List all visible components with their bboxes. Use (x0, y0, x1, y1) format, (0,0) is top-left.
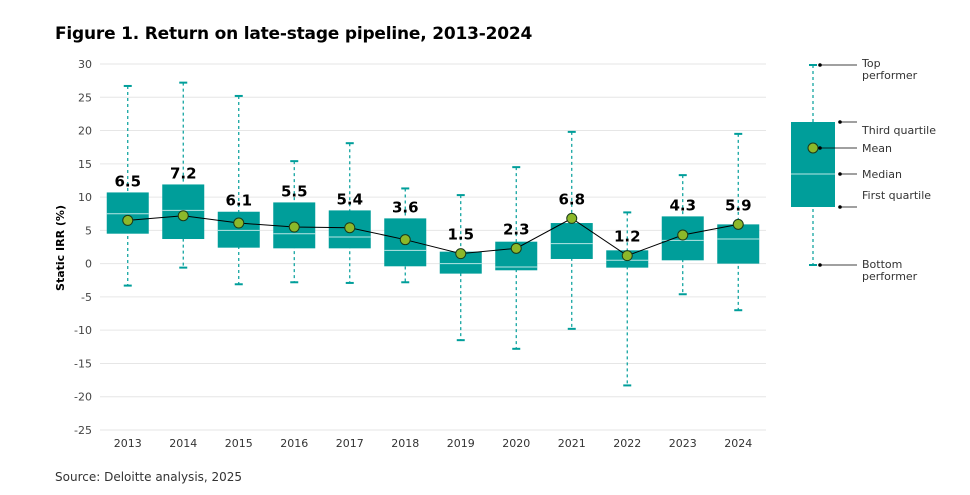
legend-label-line: performer (862, 69, 918, 82)
legend-label-line: Top (861, 57, 881, 70)
x-tick-label: 2013 (114, 437, 142, 450)
x-tick-label: 2023 (669, 437, 697, 450)
y-tick-label: -25 (74, 424, 92, 437)
quartile-box (217, 211, 260, 248)
mean-data-label: 6.5 (114, 172, 141, 190)
x-tick-label: 2021 (558, 437, 586, 450)
y-tick-label: 10 (78, 191, 92, 204)
mean-data-label: 5.4 (336, 190, 363, 208)
mean-point (455, 248, 467, 260)
chart-title: Figure 1. Return on late-stage pipeline,… (55, 24, 533, 44)
y-axis-label: Static IRR (%) (54, 205, 67, 291)
x-tick-label: 2015 (225, 437, 253, 450)
mean-point (677, 229, 689, 241)
x-tick-label: 2020 (502, 437, 530, 450)
legend-label: Bottom performer (862, 258, 918, 283)
quartile-box (550, 223, 593, 259)
y-tick-label: -15 (74, 357, 92, 370)
gridlines (100, 63, 766, 431)
mean-data-label: 3.6 (392, 198, 419, 216)
x-tick-label: 2024 (724, 437, 752, 450)
mean-point (344, 222, 356, 234)
y-tick-label: 0 (85, 258, 92, 271)
legend-mean-point (807, 142, 819, 154)
y-tick-label: 15 (78, 158, 92, 171)
y-tick-label: -5 (81, 291, 92, 304)
quartile-box (439, 251, 482, 274)
mean-point (566, 212, 578, 224)
y-tick-label: -20 (74, 391, 92, 404)
mean-data-label: 5.5 (281, 182, 308, 200)
mean-line (127, 215, 739, 257)
legend-label-line: performer (862, 270, 918, 283)
y-tick-label: 5 (85, 224, 92, 237)
mean-point (177, 210, 189, 222)
y-tick-label: -10 (74, 324, 92, 337)
x-tick-label: 2016 (280, 437, 308, 450)
mean-data-label: 2.3 (503, 220, 530, 238)
mean-point (621, 250, 633, 262)
x-axis-ticks: 2013 2014 2015 2016 2017 2018 2019 2020 2021 2022… (114, 437, 753, 450)
legend-box (791, 122, 835, 207)
y-tick-label: 30 (78, 58, 92, 71)
y-tick-label: 20 (78, 125, 92, 138)
quartile-box (106, 192, 149, 234)
mean-data-label: 6.8 (558, 190, 585, 208)
mean-point (399, 234, 411, 246)
mean-data-label: 1.2 (614, 228, 641, 246)
mean-point (288, 221, 300, 233)
legend-label: Third quartile (861, 124, 936, 137)
quartile-box (717, 224, 760, 264)
legend-label: Top performer (861, 57, 918, 82)
mean-data-label: 7.2 (170, 164, 197, 182)
mean-data-label: 4.3 (669, 196, 696, 214)
mean-point (732, 218, 744, 230)
x-tick-label: 2017 (336, 437, 364, 450)
legend-label-line: Bottom (862, 258, 902, 271)
x-tick-label: 2022 (613, 437, 641, 450)
chart-source: Source: Deloitte analysis, 2025 (55, 470, 243, 484)
legend-label: Mean (862, 142, 892, 155)
mean-data-label: 1.5 (447, 226, 474, 244)
box-series (106, 81, 760, 387)
x-tick-label: 2019 (447, 437, 475, 450)
x-tick-label: 2018 (391, 437, 419, 450)
x-tick-label: 2014 (169, 437, 197, 450)
mean-point (510, 242, 522, 254)
mean-point (122, 214, 134, 226)
y-axis-ticks: -25 -20 -15 -10 -5 0 5 10 15 20 25 30 (74, 58, 92, 437)
mean-series: 6.5 7.2 6.1 5.5 5.4 3.6 1.5 2.3 6.8 1.2 4.3 5.9 (114, 164, 752, 262)
legend-label: First quartile (862, 189, 931, 202)
legend-label: Median (862, 168, 902, 181)
y-tick-label: 25 (78, 91, 92, 104)
mean-data-label: 5.9 (725, 196, 752, 214)
mean-data-label: 6.1 (225, 192, 252, 210)
mean-point (233, 217, 245, 229)
